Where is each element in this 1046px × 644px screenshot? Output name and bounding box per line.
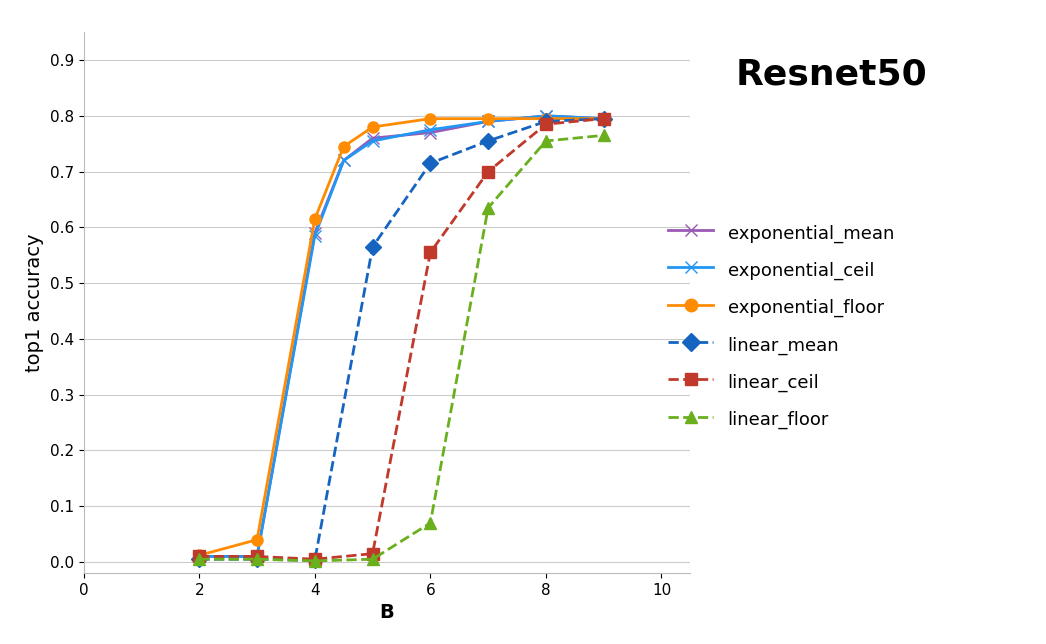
- Line: exponential_ceil: exponential_ceil: [194, 110, 609, 562]
- exponential_ceil: [338, 156, 350, 164]
- exponential_floor: [540, 115, 552, 122]
- exponential_ceil: [251, 553, 264, 560]
- exponential_ceil: [482, 118, 495, 126]
- exponential_floor: [482, 115, 495, 122]
- exponential_mean: [366, 135, 379, 142]
- exponential_ceil: [192, 553, 205, 560]
- Line: linear_floor: linear_floor: [194, 130, 609, 567]
- linear_ceil: [309, 555, 321, 563]
- exponential_floor: [251, 536, 264, 544]
- exponential_floor: [338, 143, 350, 151]
- linear_mean: [540, 118, 552, 126]
- linear_floor: [366, 555, 379, 563]
- exponential_ceil: [597, 115, 610, 122]
- linear_floor: [424, 519, 436, 527]
- exponential_mean: [597, 115, 610, 122]
- linear_mean: [482, 137, 495, 145]
- Line: exponential_mean: exponential_mean: [194, 110, 609, 562]
- linear_ceil: [366, 550, 379, 558]
- linear_ceil: [597, 115, 610, 122]
- linear_ceil: [192, 553, 205, 560]
- linear_mean: [192, 555, 205, 563]
- linear_mean: [366, 243, 379, 251]
- exponential_mean: [540, 112, 552, 120]
- exponential_floor: [192, 551, 205, 559]
- exponential_mean: [424, 129, 436, 137]
- linear_floor: [540, 137, 552, 145]
- exponential_mean: [251, 553, 264, 560]
- linear_ceil: [424, 249, 436, 256]
- linear_ceil: [251, 553, 264, 560]
- linear_floor: [309, 557, 321, 565]
- exponential_mean: [482, 118, 495, 126]
- exponential_ceil: [366, 137, 379, 145]
- linear_floor: [251, 555, 264, 563]
- exponential_floor: [366, 123, 379, 131]
- linear_floor: [597, 131, 610, 139]
- linear_ceil: [482, 167, 495, 175]
- exponential_floor: [424, 115, 436, 122]
- Y-axis label: top1 accuracy: top1 accuracy: [25, 233, 44, 372]
- linear_mean: [597, 115, 610, 122]
- linear_mean: [424, 160, 436, 167]
- exponential_ceil: [424, 126, 436, 134]
- exponential_mean: [309, 229, 321, 237]
- exponential_mean: [192, 553, 205, 560]
- Legend: exponential_mean, exponential_ceil, exponential_floor, linear_mean, linear_ceil,: exponential_mean, exponential_ceil, expo…: [668, 222, 894, 430]
- linear_floor: [482, 204, 495, 212]
- Text: Resnet50: Resnet50: [735, 58, 928, 92]
- X-axis label: B: B: [380, 603, 394, 623]
- exponential_ceil: [309, 232, 321, 240]
- linear_mean: [251, 555, 264, 563]
- linear_floor: [192, 555, 205, 563]
- linear_ceil: [540, 120, 552, 128]
- Line: linear_ceil: linear_ceil: [194, 113, 609, 565]
- exponential_ceil: [540, 112, 552, 120]
- exponential_mean: [338, 156, 350, 164]
- Line: linear_mean: linear_mean: [194, 113, 609, 566]
- exponential_floor: [597, 115, 610, 122]
- exponential_floor: [309, 215, 321, 223]
- Line: exponential_floor: exponential_floor: [194, 113, 609, 561]
- linear_mean: [309, 556, 321, 564]
